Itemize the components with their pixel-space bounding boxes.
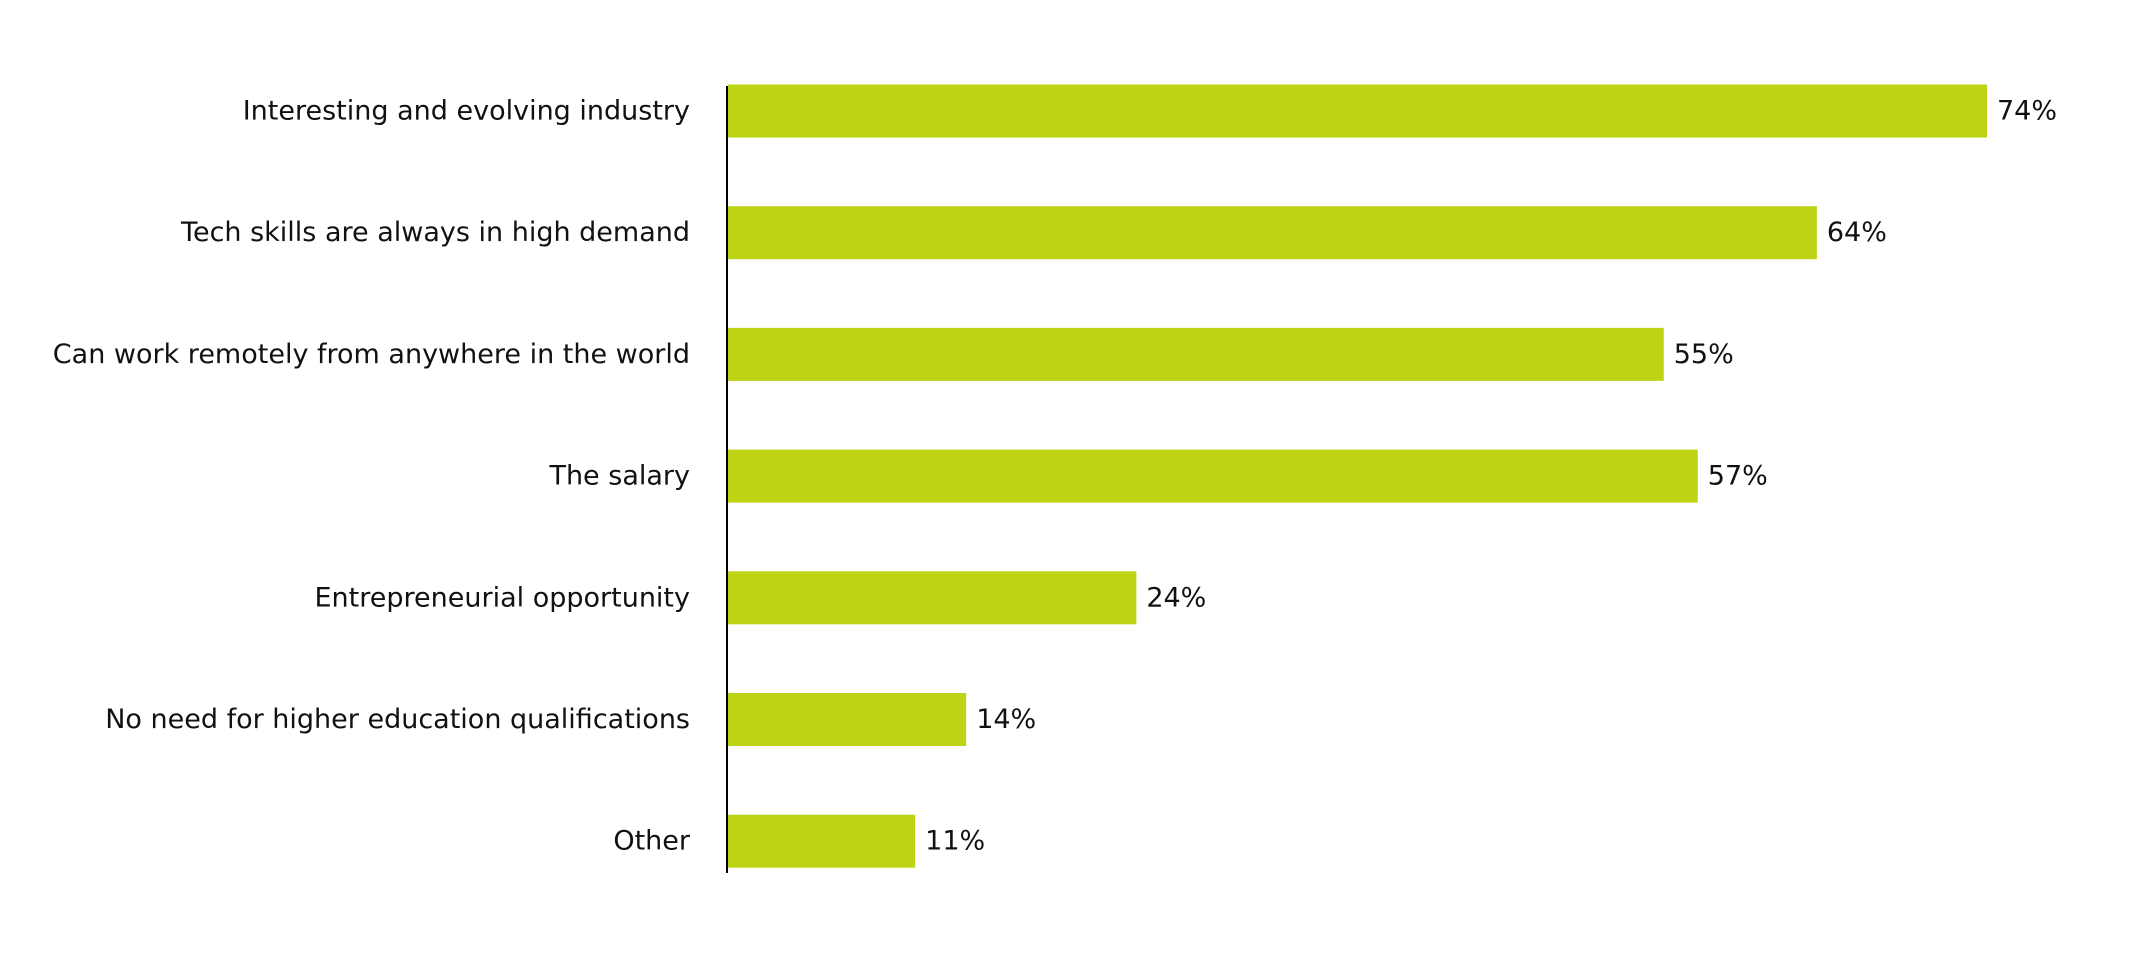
bars-layer (728, 84, 1987, 868)
bar-0 (728, 84, 1987, 138)
value-label-4: 24% (1146, 582, 1206, 613)
bar-1 (728, 206, 1817, 260)
bar-2 (728, 327, 1664, 381)
value-label-3: 57% (1708, 461, 1768, 492)
category-label-1: Tech skills are always in high demand (180, 217, 690, 248)
bar-6 (728, 814, 916, 868)
category-label-5: No need for higher education qualificati… (105, 704, 690, 735)
bar-4 (728, 571, 1137, 625)
category-label-3: The salary (548, 461, 690, 492)
category-labels-layer: Interesting and evolving industry Tech sk… (53, 96, 691, 857)
category-label-2: Can work remotely from anywhere in the w… (53, 339, 690, 370)
bar-3 (728, 449, 1698, 503)
value-label-1: 64% (1827, 217, 1887, 248)
category-label-4: Entrepreneurial opportunity (315, 582, 691, 613)
value-label-2: 55% (1674, 339, 1734, 370)
bar-5 (728, 693, 967, 746)
value-labels-layer: 74% 64% 55% 57% 24% 14% 11% (925, 96, 2057, 857)
category-label-6: Other (613, 826, 691, 857)
value-label-6: 11% (925, 826, 985, 857)
value-label-5: 14% (976, 704, 1036, 735)
value-label-0: 74% (1997, 96, 2057, 127)
category-label-0: Interesting and evolving industry (243, 96, 690, 127)
